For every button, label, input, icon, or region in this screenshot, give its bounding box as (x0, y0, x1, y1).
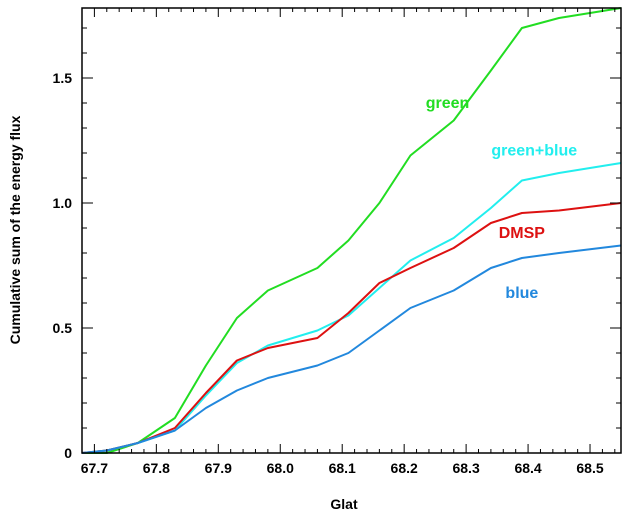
y-axis-title: Cumulative sum of the energy flux (7, 115, 23, 344)
x-tick-label: 67.9 (205, 460, 232, 476)
x-tick-label: 68.3 (452, 460, 479, 476)
x-tick-label: 67.7 (81, 460, 108, 476)
y-tick-label: 0.5 (53, 320, 73, 336)
y-tick-label: 0 (64, 445, 72, 461)
x-tick-label: 68.2 (391, 460, 418, 476)
x-tick-label: 68.5 (576, 460, 603, 476)
x-tick-label: 68.1 (329, 460, 356, 476)
y-tick-label: 1.5 (53, 70, 73, 86)
series-layer (81, 7, 622, 454)
series-label-green-blue: green+blue (491, 143, 577, 160)
series-line-blue (81, 244, 622, 454)
series-label-blue: blue (505, 285, 538, 302)
series-line-dmsp (81, 202, 622, 454)
plot-frame (81, 7, 622, 454)
y-tick-label: 1.0 (53, 195, 73, 211)
series-label-green: green (426, 95, 470, 112)
series-label-dmsp: DMSP (499, 225, 546, 242)
series-line-green (82, 7, 622, 454)
x-tick-label: 68.0 (267, 460, 294, 476)
x-tick-label: 68.4 (514, 460, 541, 476)
axes-layer: 67.7 67.8 67.9 68.0 68.1 68.2 68.3 68.4 68.5 0 0.5… (53, 7, 622, 476)
x-tick-label: 67.8 (143, 460, 170, 476)
labels-layer: green green+blue DMSP blue (426, 95, 578, 302)
series-line-green-blue (81, 162, 622, 454)
x-axis-title: Glat (330, 496, 358, 512)
